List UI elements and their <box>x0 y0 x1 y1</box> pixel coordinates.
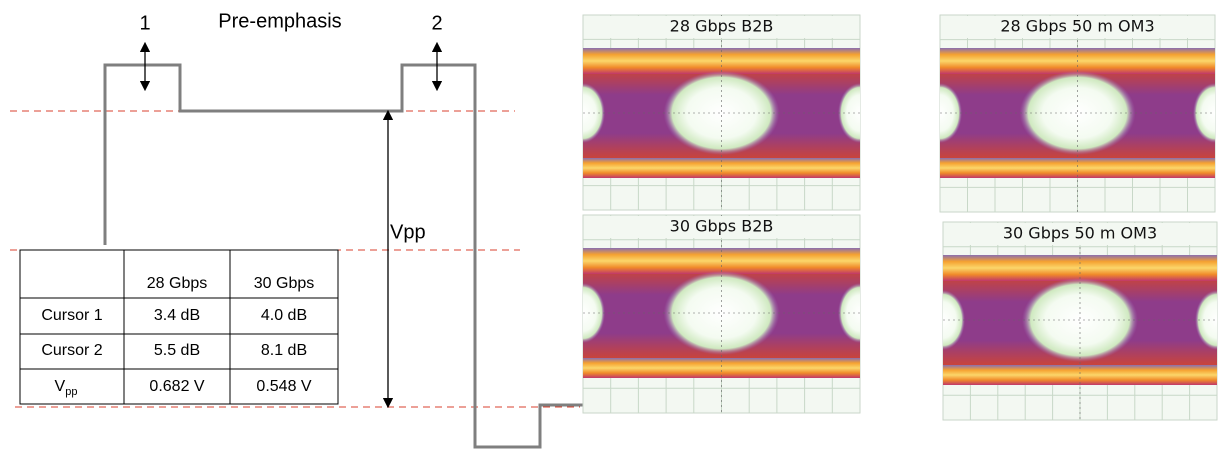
cursor-1-label: 1 <box>139 12 150 34</box>
eye-diagrams: 28 Gbps B2B 30 Gbps B2B 28 Gbps 50 m OM3 30… <box>561 15 1219 420</box>
table-cell: 4.0 dB <box>261 307 307 324</box>
panel-title: 28 Gbps B2B <box>670 17 774 36</box>
table-cell: Cursor 2 <box>41 342 102 359</box>
panel-title: 30 Gbps 50 m OM3 <box>1003 224 1157 243</box>
table-cell: 5.5 dB <box>154 342 200 359</box>
cursor-2-label: 2 <box>431 12 442 34</box>
cell-subscript: pp <box>65 386 77 398</box>
eye-panel: 28 Gbps 50 m OM3 <box>918 15 1219 212</box>
table-header: 28 Gbps <box>147 275 207 292</box>
table-cell: 0.548 V <box>256 378 311 395</box>
panel-title: 30 Gbps B2B <box>670 217 774 236</box>
table-cell: 0.682 V <box>149 378 204 395</box>
eye-panel: 30 Gbps 50 m OM3 <box>921 222 1219 420</box>
table-header: 30 Gbps <box>254 275 314 292</box>
vpp-label: Vpp <box>390 221 426 243</box>
eye-panel: 30 Gbps B2B <box>561 215 882 413</box>
table-cell: 3.4 dB <box>154 307 200 324</box>
table: 28 Gbps 30 Gbps Cursor 1 3.4 dB 4.0 dB Cursor… <box>20 250 338 404</box>
table-cell: Cursor 1 <box>41 307 102 324</box>
title: Pre-emphasis <box>218 10 341 32</box>
cell-main: V <box>55 378 66 395</box>
figure: 1 Pre-emphasis 2 Vpp 28 Gbps 30 Gbps Curso… <box>0 0 1219 450</box>
panel-title: 28 Gbps 50 m OM3 <box>1000 17 1154 36</box>
eye-opening <box>664 71 780 155</box>
table-cell: 8.1 dB <box>261 342 307 359</box>
eye-panel: 28 Gbps B2B <box>561 15 882 210</box>
eye-opening <box>664 271 780 355</box>
